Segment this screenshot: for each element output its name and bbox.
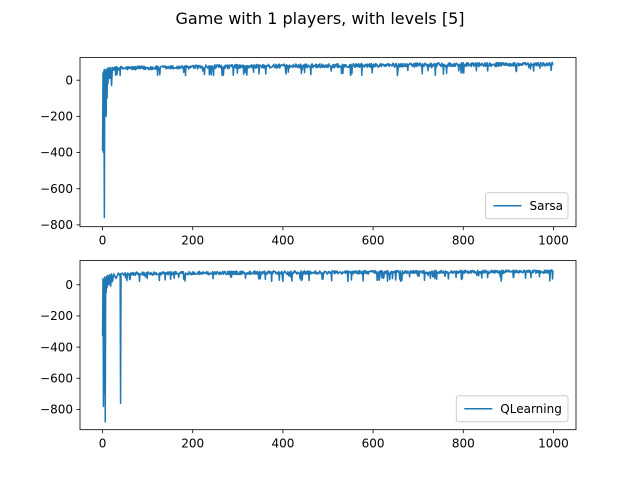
y-tick-label: −400 (40, 340, 73, 354)
y-tick-label: −800 (40, 218, 73, 232)
series-line-sarsa (101, 61, 554, 219)
x-tick-label: 600 (362, 437, 385, 451)
x-tick-label: 0 (99, 437, 107, 451)
y-tick-label: 0 (65, 278, 73, 292)
x-tick-label: 600 (362, 234, 385, 248)
x-tick-label: 0 (99, 234, 107, 248)
legend-label-qlearning: QLearning (500, 402, 562, 416)
legend-box (455, 395, 569, 423)
y-tick-label: −200 (40, 309, 73, 323)
y-tick-label: −600 (40, 371, 73, 385)
x-tick-label: 400 (271, 437, 294, 451)
series-line-qlearning (101, 269, 554, 423)
legend-label-sarsa: Sarsa (530, 199, 564, 213)
chart-qlearning: 0 200 400 600 800 1000 0 −200 −400 −600 −800 QLearn… (40, 260, 577, 451)
legend: Sarsa (485, 192, 569, 220)
axes-frame (79, 260, 577, 431)
x-tick-label: 800 (452, 437, 475, 451)
legend: QLearning (455, 395, 569, 423)
y-tick-label: −400 (40, 146, 73, 160)
x-tick-label: 200 (181, 437, 204, 451)
x-tick-label: 400 (271, 234, 294, 248)
legend-box (485, 192, 569, 220)
axes-frame (79, 57, 577, 228)
y-tick-label: −600 (40, 182, 73, 196)
chart-sarsa: 0 200 400 600 800 1000 0 −200 −400 −600 −800 Sarsa (40, 57, 577, 248)
y-tick-label: −200 (40, 110, 73, 124)
x-tick-label: 1000 (538, 234, 569, 248)
x-tick-label: 800 (452, 234, 475, 248)
x-tick-label: 1000 (538, 437, 569, 451)
x-tick-label: 200 (181, 234, 204, 248)
figure-suptitle: Game with 1 players, with levels [5] (176, 9, 465, 28)
y-tick-label: −800 (40, 403, 73, 417)
y-tick-label: 0 (65, 73, 73, 87)
